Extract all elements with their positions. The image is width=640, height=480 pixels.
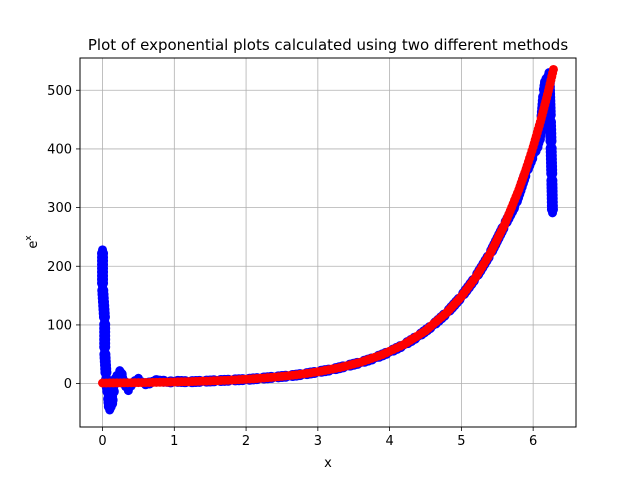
x-tick-label: 0 (98, 434, 106, 449)
x-tick-label: 5 (457, 434, 465, 449)
y-tick-label: 500 (47, 84, 72, 99)
chart-title: Plot of exponential plots calculated usi… (88, 36, 568, 54)
grid-layer (80, 58, 576, 427)
plot-frame (79, 57, 577, 428)
y-tick-label: 400 (47, 142, 72, 157)
x-tick-label: 1 (170, 434, 178, 449)
x-axis-label: x (324, 456, 332, 471)
data-point-blue (548, 208, 558, 218)
y-tick-label: 100 (47, 318, 72, 333)
x-tick-label: 6 (529, 434, 537, 449)
x-axis-ticks: 0 1 2 3 4 5 6 (98, 427, 537, 449)
y-axis-label-superscript: x (24, 235, 34, 241)
y-tick-label: 300 (47, 201, 72, 216)
x-tick-label: 4 (385, 434, 393, 449)
data-point-red (548, 64, 558, 74)
plot-area (79, 57, 577, 428)
y-tick-label: 0 (64, 377, 72, 392)
y-axis-ticks: 0 100 200 300 400 500 (47, 84, 80, 392)
y-axis-label: ex (24, 235, 41, 249)
y-tick-label: 200 (47, 260, 72, 275)
y-axis-label-base: e (26, 241, 41, 249)
series-red (98, 64, 558, 388)
x-tick-label: 2 (242, 434, 250, 449)
x-tick-label: 3 (314, 434, 322, 449)
